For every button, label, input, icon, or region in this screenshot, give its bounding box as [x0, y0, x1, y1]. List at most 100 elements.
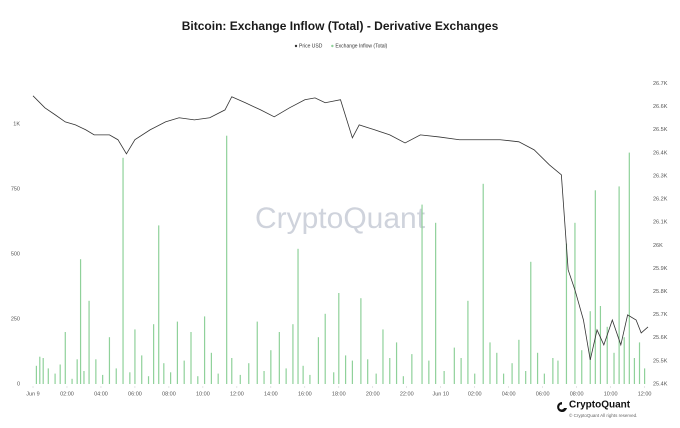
x-tick-label: 08:00	[570, 391, 584, 397]
bar	[375, 373, 377, 384]
bar	[482, 183, 484, 384]
bar	[453, 347, 455, 384]
x-tick-label: 06:00	[128, 391, 142, 397]
bar	[163, 363, 165, 384]
bar	[536, 352, 539, 384]
bar	[309, 374, 311, 384]
bar	[428, 360, 430, 384]
y2-tick-label: 26.2K	[653, 197, 668, 203]
bar	[324, 313, 326, 384]
bar	[525, 371, 527, 384]
bar	[552, 358, 554, 384]
y2-tick-label: 25.5K	[653, 358, 668, 364]
logo-icon	[557, 402, 567, 412]
x-tick-label: Jun 10	[432, 391, 449, 397]
bar	[115, 368, 117, 384]
bar	[79, 259, 82, 384]
bar	[134, 329, 136, 384]
bar	[606, 326, 608, 384]
bar	[460, 358, 462, 384]
bar	[248, 363, 250, 384]
x-tick-label: 08:00	[162, 391, 176, 397]
bar	[421, 204, 423, 384]
bar	[581, 350, 583, 384]
bar	[395, 342, 398, 384]
y-tick-label: 1K	[13, 121, 20, 127]
x-tick-label: 02:00	[468, 391, 482, 397]
x-tick-label: 10:00	[196, 391, 210, 397]
bar	[297, 248, 299, 384]
bar	[474, 373, 476, 384]
footer-brand: CryptoQuant	[569, 400, 631, 411]
bar	[344, 355, 347, 384]
bar	[176, 321, 179, 384]
bar	[628, 152, 630, 384]
y2-tick-label: 26.3K	[653, 173, 668, 179]
bar	[333, 372, 335, 384]
bar	[278, 332, 280, 384]
legend-label: Exchange Inflow (Total)	[335, 43, 387, 49]
bar	[197, 376, 199, 384]
watermark: CryptoQuant	[255, 202, 426, 235]
bar	[644, 368, 646, 384]
bar	[83, 371, 85, 384]
bar	[565, 243, 568, 384]
bar	[95, 359, 97, 384]
y2-tick-label: 26.1K	[653, 220, 668, 226]
y2-tick-label: 26.5K	[653, 127, 668, 133]
legend-swatch	[331, 44, 334, 48]
bar	[496, 352, 498, 384]
bar	[108, 337, 111, 384]
x-tick-label: 14:00	[264, 391, 278, 397]
y-tick-label: 750	[11, 186, 20, 192]
y2-tick-label: 26K	[653, 243, 663, 249]
bar	[411, 354, 413, 384]
bar	[623, 337, 625, 384]
bar	[263, 371, 265, 384]
y2-tick-label: 25.8K	[653, 289, 668, 295]
bar	[574, 222, 576, 384]
x-tick-label: 02:00	[60, 391, 74, 397]
bar	[158, 225, 160, 384]
bar	[389, 358, 391, 384]
x-tick-label: 16:00	[298, 391, 312, 397]
bar	[59, 364, 61, 384]
y-tick-label: 500	[11, 251, 20, 257]
x-tick-label: 04:00	[502, 391, 516, 397]
bar	[518, 339, 520, 384]
bar	[302, 365, 304, 384]
y-tick-label: 0	[17, 381, 20, 387]
bar	[292, 324, 294, 384]
bar	[71, 378, 73, 384]
y2-tick-label: 25.6K	[653, 335, 668, 341]
bar	[489, 342, 491, 384]
bar	[543, 373, 545, 384]
x-tick-label: Jun 9	[26, 391, 39, 397]
bar	[638, 342, 641, 384]
bar	[557, 360, 559, 384]
bar	[338, 293, 340, 384]
y2-tick-label: 26.6K	[653, 104, 668, 110]
bar	[467, 300, 469, 384]
bar	[217, 373, 219, 384]
y2-tick-label: 25.7K	[653, 312, 668, 318]
bar	[54, 373, 56, 384]
bar	[76, 359, 78, 384]
x-tick-label: 10:00	[604, 391, 618, 397]
bar	[170, 372, 172, 384]
x-tick-label: 06:00	[536, 391, 550, 397]
y2-tick-label: 25.9K	[653, 266, 668, 272]
bar	[64, 332, 66, 384]
bar	[589, 311, 591, 384]
bar	[285, 368, 287, 384]
legend-label: Price USD	[299, 43, 323, 49]
price-line	[32, 95, 649, 361]
bar	[256, 321, 258, 384]
bar	[530, 261, 532, 384]
bar	[633, 358, 636, 384]
plot-area: 0 250 500 750 1K 25.4K 25.5K 25.6K 25.7K 25.8K 25.…	[11, 81, 668, 397]
bar	[47, 368, 49, 384]
y2-tick-label: 25.4K	[653, 381, 668, 387]
y-tick-label: 250	[11, 316, 20, 322]
